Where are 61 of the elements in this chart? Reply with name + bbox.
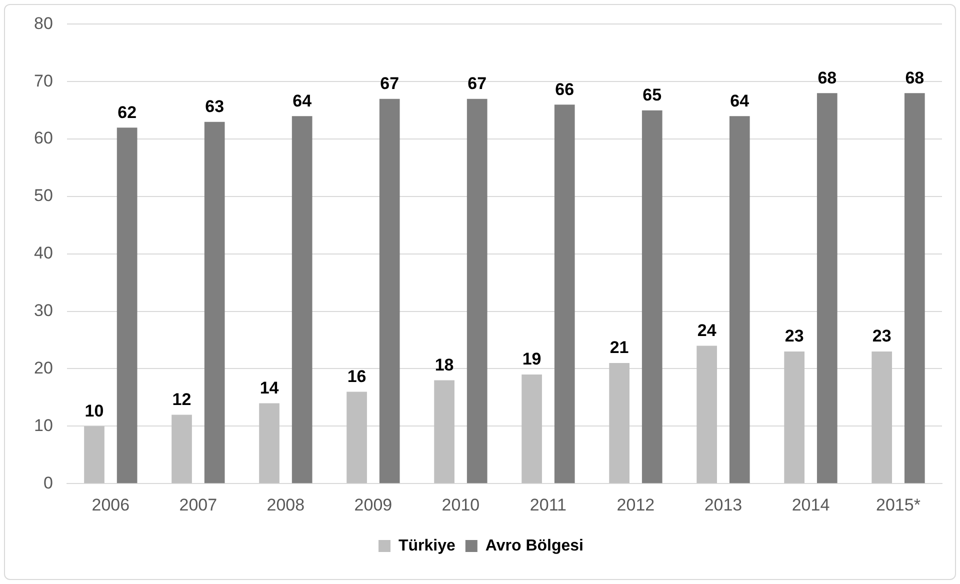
x-tick-label: 2012 bbox=[616, 495, 655, 514]
y-tick-label: 60 bbox=[34, 128, 53, 148]
bar bbox=[609, 363, 630, 484]
bar bbox=[729, 116, 750, 484]
x-tick-label: 2008 bbox=[266, 495, 305, 514]
bar bbox=[116, 128, 138, 484]
legend-label: Avro Bölgesi bbox=[485, 537, 584, 554]
data-label: 62 bbox=[118, 102, 137, 122]
bar bbox=[379, 98, 400, 484]
data-label: 24 bbox=[697, 320, 717, 340]
legend-label: Türkiye bbox=[398, 537, 456, 554]
bar bbox=[204, 122, 225, 484]
x-tick-label: 2009 bbox=[354, 495, 392, 514]
data-label: 64 bbox=[292, 91, 312, 110]
data-label: 63 bbox=[205, 97, 224, 116]
y-tick-label: 70 bbox=[34, 71, 53, 90]
data-label: 18 bbox=[434, 355, 454, 374]
bar bbox=[172, 414, 192, 484]
y-tick-label: 80 bbox=[34, 14, 53, 33]
data-label: 65 bbox=[642, 86, 662, 105]
data-label: 23 bbox=[872, 326, 892, 346]
data-label: 68 bbox=[905, 68, 924, 88]
data-label: 14 bbox=[260, 378, 280, 398]
y-tick-label: 40 bbox=[34, 244, 53, 263]
bar bbox=[696, 346, 717, 484]
data-label: 19 bbox=[522, 350, 542, 369]
y-tick-label: 50 bbox=[34, 186, 53, 206]
data-label: 23 bbox=[784, 326, 804, 346]
data-label: 64 bbox=[730, 91, 750, 110]
bar bbox=[784, 352, 804, 484]
data-label: 10 bbox=[84, 401, 104, 420]
y-tick-label: 30 bbox=[34, 301, 53, 320]
bar bbox=[642, 110, 662, 484]
data-label: 21 bbox=[610, 338, 629, 358]
data-label: 67 bbox=[468, 74, 487, 94]
data-label: 66 bbox=[555, 80, 574, 99]
bar bbox=[346, 392, 367, 484]
y-tick-label: 0 bbox=[43, 473, 53, 492]
bar bbox=[434, 380, 454, 484]
data-label: 67 bbox=[380, 74, 400, 94]
bar bbox=[554, 104, 575, 484]
bar bbox=[872, 352, 892, 484]
x-tick-label: 2015* bbox=[876, 495, 921, 514]
data-label: 12 bbox=[172, 390, 192, 409]
bar bbox=[904, 93, 925, 484]
y-tick-label: 20 bbox=[34, 358, 53, 378]
x-tick-label: 2006 bbox=[92, 495, 130, 514]
bar bbox=[816, 93, 838, 484]
x-tick-label: 2007 bbox=[179, 495, 218, 514]
x-tick-label: 2014 bbox=[792, 495, 830, 514]
data-label: 68 bbox=[818, 68, 837, 88]
bar bbox=[292, 116, 312, 484]
y-tick-label: 10 bbox=[34, 416, 53, 435]
data-label: 16 bbox=[347, 366, 366, 386]
bar bbox=[84, 426, 104, 484]
x-tick-label: 2010 bbox=[442, 495, 480, 514]
bar bbox=[522, 374, 542, 484]
bar bbox=[259, 403, 280, 484]
x-tick-label: 2011 bbox=[530, 495, 566, 514]
x-tick-label: 2013 bbox=[704, 495, 742, 514]
bar bbox=[466, 98, 488, 484]
